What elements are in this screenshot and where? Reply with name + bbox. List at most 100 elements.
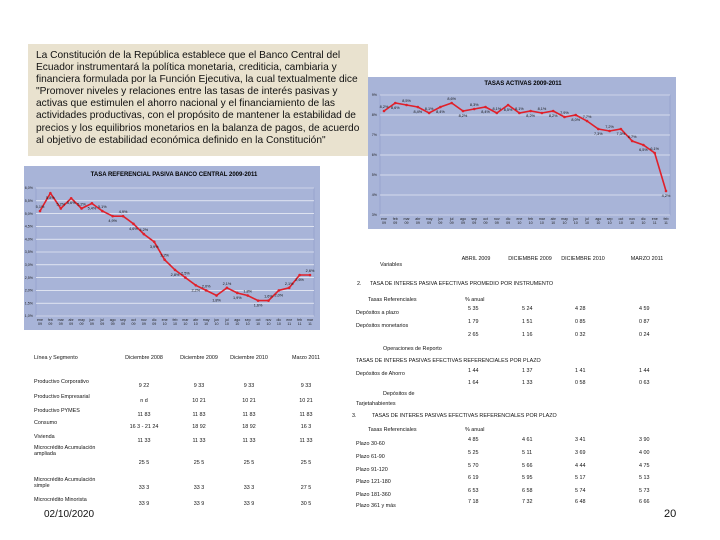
left-table-cell: 33 9 [243, 501, 255, 507]
section-3-cell: 5 11 [522, 450, 533, 456]
pasiva-data-label: 2,0% [202, 284, 211, 288]
pasiva-data-label: 1,8% [212, 299, 221, 303]
left-table-segment: Productivo PYMES [34, 408, 80, 414]
activas-data-label: 6,1% [650, 147, 659, 151]
section-3-cell: 6 19 [468, 475, 479, 481]
activas-x-tick: may [426, 217, 433, 221]
pasiva-point [267, 299, 270, 302]
activas-data-label: 8,4% [414, 110, 423, 114]
pasiva-x-tick-year: 10 [204, 322, 208, 326]
section-2-cell: 0 32 [575, 332, 586, 338]
activas-x-tick-year: 10 [630, 221, 634, 225]
left-table-cell: 16 3 [300, 424, 312, 430]
pasiva-point [173, 268, 177, 272]
left-table-segment: Microcrédito Minorista [34, 497, 87, 503]
left-table-header: Marzo 2011 [291, 355, 321, 361]
pasiva-point [287, 286, 291, 290]
left-table-cell: 16 3 - 21 24 [129, 424, 159, 430]
pasiva-point [277, 289, 281, 292]
pasiva-x-tick: abr [193, 318, 199, 322]
pasiva-y-tick: 4,5% [25, 225, 34, 229]
activas-point [540, 111, 544, 115]
activas-x-tick: abr [415, 217, 421, 221]
operaciones-reporto-label: Operaciones de Reporto [383, 346, 442, 352]
pasiva-data-label: 2,6% [295, 278, 304, 282]
section-3-cell: 5 73 [639, 488, 650, 494]
activas-x-tick-year: 10 [562, 221, 566, 225]
pasiva-data-label: 4,2% [140, 228, 149, 232]
section-3-cell: 4 85 [468, 437, 479, 443]
pasiva-point [308, 273, 312, 277]
activas-x-tick-year: 10 [585, 221, 589, 225]
activas-y-tick: 5% [372, 173, 378, 177]
pasiva-data-label: 5,1% [98, 205, 107, 209]
activas-x-tick: may [561, 217, 568, 221]
pasiva-point [204, 289, 208, 292]
activas-data-label: 8,2% [380, 105, 389, 109]
pasiva-data-label: 2,5% [181, 272, 190, 276]
activas-point [642, 143, 645, 147]
pasiva-y-tick: 1,0% [25, 314, 34, 318]
section-2-cell: 4 28 [575, 306, 586, 312]
extra-cell: 1 33 [522, 380, 533, 386]
activas-x-tick: ago [595, 217, 601, 221]
activas-y-tick: 7% [372, 133, 378, 137]
pasiva-x-tick: feb [297, 318, 302, 322]
tasa-pasiva-chart: TASA REFERENCIAL PASIVA BANCO CENTRAL 20… [24, 166, 320, 330]
pasiva-point [38, 209, 42, 213]
section-3-cell: 3 41 [575, 437, 586, 443]
section-2-cell: 5 35 [468, 306, 479, 312]
left-table-header: Diciembre 2010 [230, 355, 268, 361]
section-2-cell: 1 79 [468, 319, 479, 325]
pasiva-y-tick: 2,0% [25, 289, 34, 293]
activas-x-tick: feb [393, 217, 398, 221]
activas-point [574, 113, 578, 117]
section-2-cell: 0 24 [639, 332, 650, 338]
activas-point [563, 115, 566, 119]
left-table-cell: 9 22 [138, 383, 150, 389]
pasiva-y-tick: 1,5% [25, 301, 34, 305]
activas-data-label: 8,1% [425, 107, 434, 111]
pasiva-point [49, 191, 52, 195]
section-3-title: TASAS DE INTERES PASIVAS EFECTIVAS REFER… [372, 413, 557, 419]
activas-x-tick-year: 10 [596, 221, 600, 225]
activas-x-tick: oct [483, 217, 488, 221]
pasiva-x-tick-year: 09 [59, 322, 63, 326]
activas-point [472, 107, 476, 111]
activas-x-tick-year: 09 [472, 221, 476, 225]
pasiva-point [236, 291, 239, 295]
left-table-cell: 25 5 [300, 460, 312, 466]
activas-point [529, 109, 532, 113]
activas-x-tick-year: 09 [484, 221, 488, 225]
activas-data-label: 4,2% [662, 194, 671, 198]
pasiva-y-tick: 3,5% [25, 250, 34, 254]
pasiva-y-tick: 3,0% [25, 263, 34, 267]
pasiva-y-tick: 2,5% [25, 276, 34, 280]
activas-x-tick: abr [551, 217, 557, 221]
activas-point [619, 127, 623, 131]
tasas-referenciales-label-3: Tasas Referenciales [368, 427, 417, 433]
pasiva-data-label: 1,6% [254, 304, 263, 308]
activas-point [597, 127, 600, 131]
pasiva-x-tick-year: 10 [173, 322, 177, 326]
left-table-cell: 33 3 [193, 485, 205, 491]
pasiva-x-tick-year: 10 [225, 322, 229, 326]
activas-data-label: 7,3% [617, 132, 626, 136]
activas-data-label: 8,6% [447, 97, 456, 101]
activas-x-tick-year: 10 [529, 221, 533, 225]
activas-x-tick-year: 09 [393, 221, 397, 225]
pasiva-x-tick-year: 09 [80, 322, 84, 326]
activas-y-tick: 6% [372, 153, 378, 157]
pasiva-data-label: 4,9% [108, 219, 117, 223]
pasiva-x-tick-year: 09 [111, 322, 115, 326]
pasiva-point [163, 258, 166, 261]
section-2-cell: 1 16 [522, 332, 533, 338]
left-table-cell: 25 5 [138, 460, 150, 466]
section-3-cell: 6 58 [522, 488, 533, 494]
activas-data-label: 8,2% [526, 114, 535, 118]
activas-x-tick-year: 09 [427, 221, 431, 225]
activas-x-tick-year: 09 [438, 221, 442, 225]
left-table-cell: n d [140, 398, 148, 404]
pasiva-title: TASA REFERENCIAL PASIVA BANCO CENTRAL 20… [91, 172, 258, 178]
section-3-cell: 6 66 [639, 499, 650, 505]
